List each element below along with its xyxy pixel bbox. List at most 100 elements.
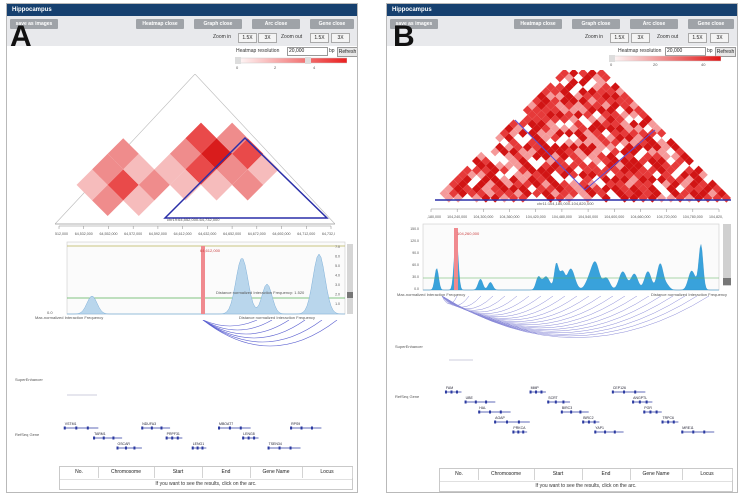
results-table: No. Chromosome Start End Gene Name Locus If y… — [439, 468, 733, 492]
gene-exon — [228, 426, 231, 430]
heatmap-resolution-select[interactable]: 20,000 — [287, 47, 328, 56]
contact-heatmap[interactable] — [55, 74, 335, 226]
table-header-cell: Gene Name — [250, 467, 303, 478]
zoom-in-3x[interactable]: 3X — [258, 33, 277, 43]
zoom-in-1-5x[interactable]: 1.5X — [238, 33, 257, 43]
heatmap-unit: bp — [329, 48, 335, 54]
heatmap-resolution-select[interactable]: 20,000 — [665, 47, 706, 56]
zoom-in-3x[interactable]: 3X — [631, 33, 650, 43]
axis-tick-label: 104,660,000 — [630, 215, 650, 219]
zoom-out-3x[interactable]: 3X — [331, 33, 350, 43]
interaction-graph[interactable]: 7.0 6.0 5.0 4.0 3.0 2.0 1.0 — [57, 240, 355, 320]
gene-name: LENG1 — [193, 442, 205, 446]
selection-triangle — [163, 136, 329, 219]
gene-exon — [681, 430, 684, 434]
gene-exon — [643, 410, 646, 414]
save-images-button[interactable]: save as images — [390, 19, 438, 29]
gene-exon — [522, 430, 525, 434]
graph-close-button[interactable]: Graph close — [572, 19, 620, 29]
table-header-cell: Chromosome — [478, 469, 535, 480]
heatmap-cell — [201, 169, 233, 201]
table-header-cell: No. — [440, 469, 479, 480]
gene-name: PRPF31 — [167, 432, 180, 436]
zoom-out-1-5x[interactable]: 1.5X — [310, 33, 329, 43]
graph-close-button[interactable]: Graph close — [194, 19, 242, 29]
arc-close-button[interactable]: Arc close — [630, 19, 678, 29]
gene-name: TRPC6 — [663, 416, 675, 420]
graph-frame — [66, 241, 346, 315]
gene-exon — [165, 436, 168, 440]
anchor-bar — [454, 228, 458, 290]
gene-exon — [278, 446, 281, 450]
gene-close-button[interactable]: Gene close — [688, 19, 734, 29]
table-header-cell: End — [582, 469, 631, 480]
results-table: No. Chromosome Start End Gene Name Locus If y… — [59, 466, 353, 490]
gene-name: LENG8 — [243, 432, 255, 436]
zoom-out-1-5x[interactable]: 1.5X — [688, 33, 707, 43]
gene-track[interactable]: FAM UBE HAL AGAP PRKCA MMP SCRT BIRC3 BIRC2 YAP1 C… — [437, 384, 727, 464]
y-tick-label: 30.0 — [412, 275, 419, 279]
gene-exon — [604, 430, 607, 434]
interaction-graph[interactable]: 150.0 120.0 90.0 60.0 30.0 0.0 — [401, 222, 735, 294]
selected-region-label: chr19:64,552,000-64,732,000 — [167, 217, 220, 222]
gene-exon — [672, 420, 675, 424]
scroll-track — [347, 244, 353, 314]
contact-heatmap[interactable] — [435, 70, 731, 204]
table-header-cell: Gene Name — [630, 469, 683, 480]
heatmap-cell — [185, 122, 217, 154]
gene-exon — [489, 410, 492, 414]
y-tick-label: 120.0 — [410, 239, 419, 243]
gene-exon — [289, 446, 292, 450]
gene-name: VSTM1 — [65, 422, 77, 426]
interaction-arc — [202, 320, 273, 331]
interaction-arc — [202, 320, 338, 347]
gene-name: OSCAR — [117, 442, 130, 446]
gene-exon — [63, 426, 66, 430]
gene-track[interactable]: VSTM1 TARM1 OSCAR NDUFA3 PRPF31 LENG1 MBOAT7 LE… — [57, 420, 347, 460]
gene-exon — [160, 426, 163, 430]
axis-tick-label: 104,780,000 — [683, 215, 703, 219]
table-header-cell: Start — [534, 469, 583, 480]
gene-exon — [141, 426, 144, 430]
interaction-area — [66, 253, 346, 315]
gene-exon — [529, 390, 532, 394]
axis-tick-label: 104,240,000 — [447, 215, 467, 219]
gene-exon — [171, 436, 174, 440]
heatmap-close-button[interactable]: Heatmap close — [514, 19, 562, 29]
superenhancer-label: SuperEnhancer — [395, 344, 423, 349]
gene-exon — [593, 420, 596, 424]
gene-exon — [554, 400, 557, 404]
heatmap-close-button[interactable]: Heatmap close — [136, 19, 184, 29]
save-images-button[interactable]: save as images — [10, 19, 58, 29]
arc-track[interactable] — [57, 320, 355, 360]
axis-tick-label: 64,552,000 — [99, 232, 117, 236]
interaction-arc — [202, 320, 258, 327]
gene-exon — [485, 400, 488, 404]
zoom-in-1-5x[interactable]: 1.5X — [610, 33, 629, 43]
arc-track[interactable] — [427, 296, 727, 342]
table-header-cell: Chromosome — [98, 467, 155, 478]
heatmap-cell — [232, 169, 264, 201]
panel-letter: B — [393, 20, 415, 53]
gene-exon — [655, 410, 658, 414]
axis-tick-label: 104,420,000 — [526, 215, 546, 219]
axis-tick-label: 64,732,000 — [322, 232, 335, 236]
zoom-out-3x[interactable]: 3X — [710, 33, 729, 43]
graph-y-zero: 0.0 — [47, 310, 53, 315]
axis-tick-label: 64,532,000 — [75, 232, 93, 236]
axis-tick-label: 64,672,000 — [248, 232, 266, 236]
legend-mid: 2 — [274, 65, 277, 70]
arc-close-button[interactable]: Arc close — [252, 19, 300, 29]
refresh-button[interactable]: Refresh — [715, 47, 736, 57]
gene-name: PRKCA — [513, 426, 526, 430]
gene-close-button[interactable]: Gene close — [310, 19, 354, 29]
table-message: If you want to see the results, click on… — [60, 479, 352, 489]
interaction-arc — [202, 320, 290, 335]
genome-axis: 64,512,000 64,532,000 64,552,000 64,572,000… — [55, 225, 335, 236]
legend-min: 0 — [236, 65, 239, 70]
gene-exon — [464, 400, 467, 404]
table-message: If you want to see the results, click on… — [440, 481, 732, 491]
refresh-button[interactable]: Refresh — [337, 47, 357, 57]
y-tick-label: 1.0 — [335, 302, 340, 306]
table-header-cell: End — [202, 467, 251, 478]
